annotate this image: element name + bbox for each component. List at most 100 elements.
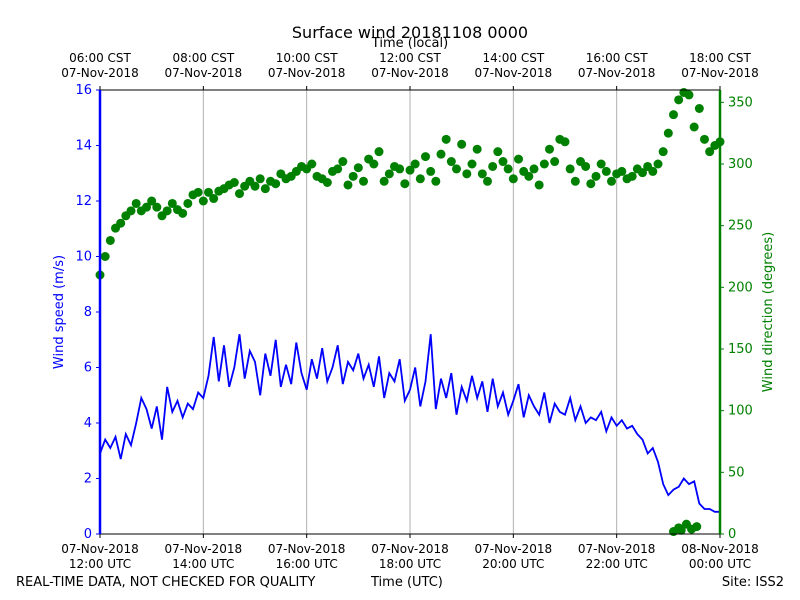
wind-direction-point — [415, 174, 425, 184]
wind-direction-point — [116, 218, 126, 228]
wind-direction-point — [343, 180, 353, 190]
bottom-tick-time: 12:00 UTC — [69, 557, 131, 571]
quality-disclaimer: REAL-TIME DATA, NOT CHECKED FOR QUALITY — [16, 575, 316, 590]
wind-direction-point — [405, 165, 415, 175]
wind-direction-point — [514, 154, 523, 164]
wind-direction-point — [126, 206, 136, 216]
bottom-tick-time: 20:00 UTC — [482, 557, 544, 571]
wind-direction-point — [374, 147, 384, 157]
bottom-tick-date: 07-Nov-2018 — [268, 542, 346, 556]
wind-direction-point — [503, 164, 513, 174]
right-tick-label: 300 — [728, 157, 753, 172]
right-tick-label: 0 — [728, 527, 736, 542]
wind-direction-point — [400, 179, 410, 189]
wind-direction-point — [436, 149, 446, 159]
wind-direction-point — [452, 164, 461, 174]
bottom-tick-date: 07-Nov-2018 — [165, 542, 243, 556]
wind-direction-point — [472, 144, 482, 154]
wind-direction-point — [689, 122, 699, 132]
wind-speed-line — [99, 334, 720, 513]
wind-direction-point — [508, 174, 518, 184]
wind-direction-point — [488, 161, 498, 171]
wind-direction-point — [152, 202, 162, 212]
top-tick-date: 07-Nov-2018 — [268, 66, 346, 80]
left-tick-label: 14 — [75, 139, 92, 154]
wind-direction-point — [684, 90, 694, 100]
wind-direction-point — [100, 252, 110, 261]
top-tick-time: 16:00 CST — [586, 51, 648, 65]
wind-direction-point — [550, 157, 560, 167]
wind-direction-point — [379, 176, 389, 186]
wind-direction-point — [545, 144, 554, 154]
wind-direction-point — [676, 525, 686, 535]
bottom-tick-time: 00:00 UTC — [689, 557, 751, 571]
wind-direction-point — [338, 157, 348, 167]
wind-direction-point — [477, 169, 487, 179]
wind-direction-point — [250, 181, 260, 191]
wind-direction-point — [483, 176, 492, 186]
top-tick-time: 08:00 CST — [172, 51, 234, 65]
wind-direction-point — [529, 164, 539, 174]
top-tick-time: 06:00 CST — [69, 51, 131, 65]
wind-direction-point — [142, 202, 151, 212]
left-axis-label: Wind speed (m/s) — [52, 255, 67, 369]
wind-direction-point — [193, 187, 203, 197]
wind-direction-series — [95, 87, 725, 537]
x-axis-label: Time (UTC) — [371, 575, 443, 590]
wind-direction-point — [570, 176, 580, 186]
bottom-tick-time: 16:00 UTC — [276, 557, 338, 571]
top-tick-time: 10:00 CST — [276, 51, 338, 65]
wind-direction-point — [198, 196, 208, 206]
wind-direction-point — [359, 176, 368, 186]
wind-direction-point — [426, 166, 436, 176]
bottom-tick-date: 07-Nov-2018 — [475, 542, 553, 556]
wind-direction-point — [384, 169, 394, 179]
wind-direction-point — [607, 176, 616, 186]
wind-direction-point — [178, 208, 188, 218]
wind-direction-point — [395, 164, 405, 174]
bottom-tick-time: 14:00 UTC — [172, 557, 234, 571]
top-axis-label: Time (local) — [371, 36, 448, 51]
right-tick-label: 50 — [728, 465, 745, 480]
wind-direction-point — [539, 159, 549, 169]
bottom-tick-time: 18:00 UTC — [379, 557, 441, 571]
top-tick-date: 07-Nov-2018 — [371, 66, 449, 80]
wind-direction-point — [638, 168, 647, 178]
top-tick-date: 07-Nov-2018 — [61, 66, 139, 80]
wind-direction-point — [596, 159, 606, 169]
grid-lines — [202, 90, 618, 534]
wind-direction-point — [167, 198, 177, 208]
wind-direction-point — [431, 176, 441, 186]
wind-speed-series — [99, 334, 720, 513]
wind-direction-point — [235, 189, 244, 199]
top-tick-date: 07-Nov-2018 — [578, 66, 656, 80]
wind-direction-point — [322, 178, 332, 187]
wind-direction-point — [333, 164, 343, 174]
wind-direction-point — [586, 179, 596, 189]
bottom-tick-date: 07-Nov-2018 — [578, 542, 656, 556]
wind-direction-point — [674, 95, 684, 105]
wind-direction-point — [162, 206, 172, 216]
wind-direction-point — [147, 196, 157, 206]
wind-direction-point — [209, 194, 219, 204]
right-tick-label: 100 — [728, 404, 753, 419]
top-tick-time: 18:00 CST — [689, 51, 751, 65]
right-tick-label: 350 — [728, 95, 753, 110]
wind-direction-point — [183, 198, 193, 208]
wind-direction-point — [498, 157, 508, 167]
wind-direction-point — [581, 161, 591, 171]
top-tick-date: 07-Nov-2018 — [165, 66, 243, 80]
top-tick-date: 07-Nov-2018 — [681, 66, 759, 80]
wind-direction-point — [369, 159, 379, 169]
wind-direction-point — [204, 187, 213, 197]
left-tick-label: 8 — [84, 305, 92, 320]
left-tick-label: 16 — [75, 83, 92, 98]
right-axis-label: Wind direction (degrees) — [761, 232, 776, 392]
right-tick-label: 250 — [728, 219, 753, 234]
right-tick-label: 200 — [728, 280, 753, 295]
wind-direction-point — [534, 180, 544, 190]
wind-direction-point — [260, 184, 270, 194]
wind-direction-point — [627, 171, 637, 181]
wind-direction-point — [663, 128, 673, 138]
